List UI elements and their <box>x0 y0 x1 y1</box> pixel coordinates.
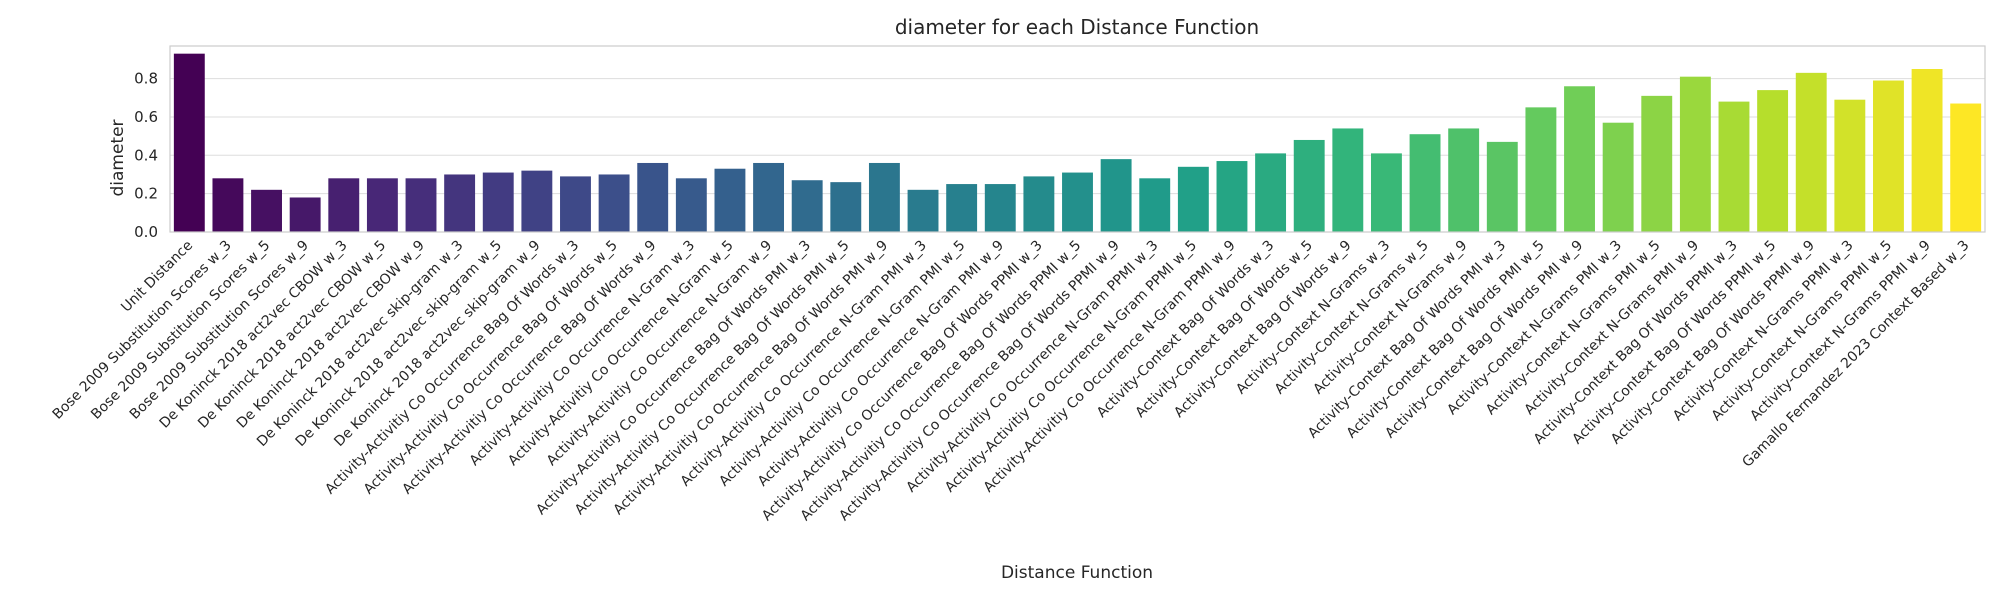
bar <box>1757 90 1789 233</box>
y-tick-label: 0.2 <box>134 185 158 203</box>
bar <box>598 174 630 232</box>
x-tick-label: Activity-Activitiy Co Occurrence N-Gram … <box>903 238 1161 496</box>
axes-frame <box>169 45 1986 233</box>
x-tick-label: Activity-Activitiy Co Occurrence N-Gram … <box>942 238 1200 496</box>
bar <box>1795 72 1827 232</box>
bar <box>1641 95 1673 232</box>
bar <box>1293 139 1325 232</box>
x-tick-label: Activity-Activitiy Co Occurrence N-Gram … <box>981 238 1239 496</box>
bar <box>1525 107 1557 232</box>
bar <box>946 184 978 232</box>
bar <box>1873 80 1904 232</box>
bar <box>791 180 823 232</box>
bar <box>1409 134 1441 232</box>
bar <box>1062 172 1093 232</box>
bar <box>1718 101 1750 232</box>
bar <box>1564 86 1595 233</box>
y-tick-label: 0.6 <box>134 108 158 126</box>
bar <box>482 172 514 232</box>
bar <box>173 53 205 232</box>
x-tick-label: Activity-Context N-Grams PPMI w_9 <box>1747 238 1934 425</box>
bar <box>521 170 553 232</box>
bar <box>328 178 360 232</box>
bar <box>405 178 437 232</box>
y-tick-label: 0.4 <box>134 146 158 164</box>
bar <box>830 182 862 232</box>
bar <box>1023 176 1055 232</box>
bar <box>1100 159 1132 232</box>
bar <box>1602 122 1634 232</box>
bar <box>251 189 282 232</box>
bar <box>907 189 939 232</box>
bar <box>1486 141 1518 232</box>
bars <box>173 53 1982 233</box>
y-tick-label: 0.0 <box>134 223 158 241</box>
bar <box>1679 76 1711 232</box>
bar <box>560 176 591 232</box>
bar <box>212 178 244 232</box>
bar <box>984 184 1016 232</box>
bar <box>714 168 746 232</box>
bar <box>289 197 321 232</box>
x-axis-label: Distance Function <box>1001 563 1153 583</box>
bar <box>868 162 900 232</box>
bar <box>1448 128 1480 232</box>
bar <box>1255 153 1287 232</box>
chart-title: diameter for each Distance Function <box>895 15 1259 39</box>
bar <box>1911 69 1943 232</box>
bar <box>1950 103 1982 232</box>
bar <box>1370 153 1402 232</box>
bar <box>637 162 669 232</box>
y-tick-labels: 0.0 0.2 0.4 0.6 0.8 <box>134 70 158 241</box>
bar <box>1139 178 1171 232</box>
bar <box>1332 128 1364 232</box>
y-axis-label: diameter <box>108 119 128 196</box>
bar <box>1177 166 1209 232</box>
y-tick-label: 0.8 <box>134 70 158 88</box>
bar <box>1834 99 1866 232</box>
bar <box>1216 161 1248 232</box>
bar <box>675 178 707 232</box>
bar <box>444 174 476 232</box>
bar <box>366 178 398 232</box>
bar <box>753 162 785 232</box>
